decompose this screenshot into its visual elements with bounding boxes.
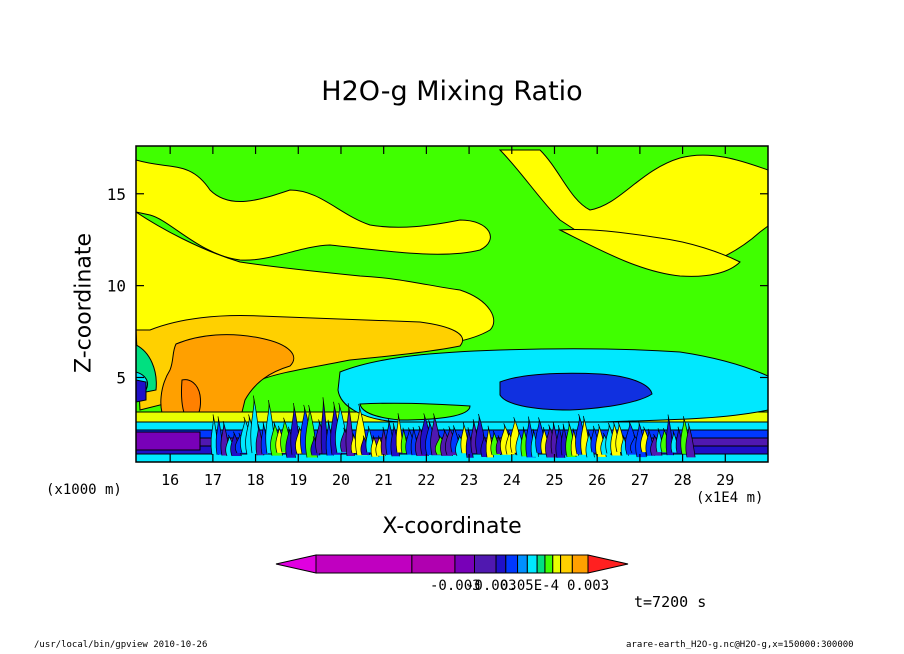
footer-right: arare-earth_H2O-g.nc@H2O-g,x=150000:3000… [626, 640, 854, 650]
chart-title: H2O-g Mixing Ratio [321, 76, 583, 107]
x-tick-label-23: 23 [460, 471, 478, 489]
x-tick-label-29: 29 [716, 471, 734, 489]
field-blue-core [499, 372, 653, 411]
field-violet-left [136, 431, 201, 451]
x-tick-label-24: 24 [503, 471, 521, 489]
x-tick-label-27: 27 [631, 471, 649, 489]
y-tick-label-15: 15 [107, 185, 126, 204]
x-tick-label-16: 16 [161, 471, 179, 489]
y-tick-label-10: 10 [107, 277, 126, 296]
field-green-strip [359, 402, 471, 421]
colorbar-segment-7 [526, 554, 538, 574]
spike [685, 423, 696, 458]
field-yellow-upper-right [498, 149, 768, 272]
x-tick-label-28: 28 [674, 471, 692, 489]
colorbar-segment-2 [454, 554, 476, 574]
x-axis-label: X-coordinate [382, 514, 522, 539]
field-yellow-mid-right [558, 228, 741, 277]
colorbar-segment-0 [315, 554, 413, 574]
x-axis-unit: (x1E4 m) [696, 490, 764, 506]
field-yellow-upper-left [136, 159, 491, 261]
y-axis-unit: (x1000 m) [46, 482, 122, 498]
colorbar-left-arrow [275, 554, 317, 574]
colorbar-right-arrow [587, 554, 629, 574]
colorbar-segment-11 [560, 554, 573, 574]
time-annotation: t=7200 s [634, 593, 707, 611]
colorbar-segment-8 [536, 554, 546, 574]
colorbar [275, 554, 629, 574]
convective-spikes [210, 395, 696, 458]
colorbar-segment-3 [474, 554, 497, 574]
x-tick-label-25: 25 [545, 471, 563, 489]
y-tick-label-5: 5 [116, 368, 126, 387]
x-tick-label-20: 20 [332, 471, 350, 489]
colorbar-segment-12 [571, 554, 589, 574]
colorbar-segment-4 [495, 554, 507, 574]
x-tick-label-26: 26 [588, 471, 606, 489]
x-tick-label-18: 18 [247, 471, 265, 489]
y-axis-label: Z-coordinate [71, 233, 97, 373]
x-tick-label-19: 19 [289, 471, 307, 489]
colorbar-segment-9 [544, 554, 554, 574]
axes: 16 17 18 19 20 21 22 23 24 25 26 27 28 29 5 10 15 [107, 146, 768, 489]
colorbar-segment-1 [411, 554, 456, 574]
colorbar-segment-10 [552, 554, 562, 574]
x-tick-label-17: 17 [204, 471, 222, 489]
footer-left: /usr/local/bin/gpview 2010-10-26 [34, 640, 208, 650]
field-blue-left [136, 379, 147, 403]
colorbar-segment-6 [517, 554, 528, 574]
plot-frame [135, 145, 769, 463]
colorbar-segment-5 [505, 554, 519, 574]
x-tick-label-21: 21 [375, 471, 393, 489]
x-tick-label-22: 22 [417, 471, 435, 489]
